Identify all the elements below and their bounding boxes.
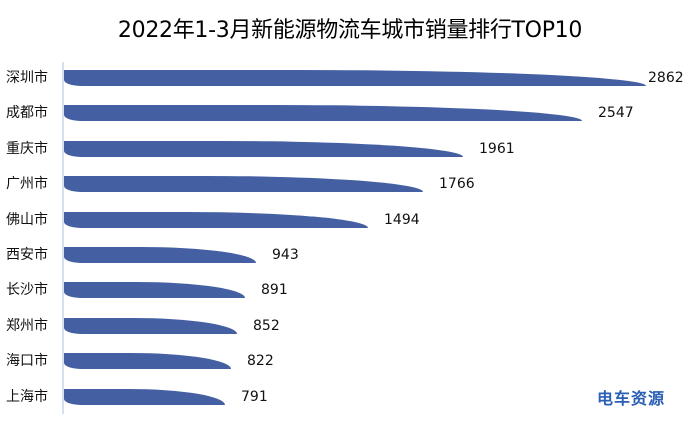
bar — [64, 282, 245, 299]
category-label: 佛山市 — [6, 211, 48, 228]
bar — [64, 247, 256, 263]
value-label: 891 — [261, 282, 288, 299]
category-label: 深圳市 — [6, 70, 48, 86]
category-label: 长沙市 — [6, 282, 48, 299]
bar — [64, 317, 237, 334]
category-label: 成都市 — [6, 105, 48, 122]
bar — [64, 140, 463, 157]
category-label: 上海市 — [6, 388, 48, 405]
bar — [64, 211, 368, 228]
watermark-text: 电车资源 — [597, 389, 666, 408]
bar — [64, 176, 423, 193]
value-label: 791 — [241, 388, 268, 405]
value-label: 1961 — [479, 140, 515, 157]
category-label: 西安市 — [6, 247, 48, 263]
value-label: 2862 — [648, 70, 684, 86]
value-label: 1494 — [384, 211, 420, 228]
chart-title: 2022年1-3月新能源物流车城市销量排行TOP10 — [117, 18, 583, 43]
watermark-logo: 电车资源 — [597, 385, 665, 409]
bar — [64, 388, 225, 405]
value-label: 2547 — [598, 105, 634, 122]
category-label: 郑州市 — [6, 317, 48, 334]
value-label: 822 — [247, 353, 274, 370]
value-label: 943 — [272, 247, 299, 263]
bar — [64, 105, 582, 122]
value-label: 852 — [253, 317, 280, 334]
category-label: 广州市 — [6, 176, 48, 193]
y-axis-line — [62, 62, 64, 414]
value-label: 1766 — [439, 176, 475, 193]
bar — [64, 70, 646, 86]
category-label: 重庆市 — [6, 140, 48, 157]
bar — [64, 353, 231, 370]
category-label: 海口市 — [6, 353, 48, 370]
